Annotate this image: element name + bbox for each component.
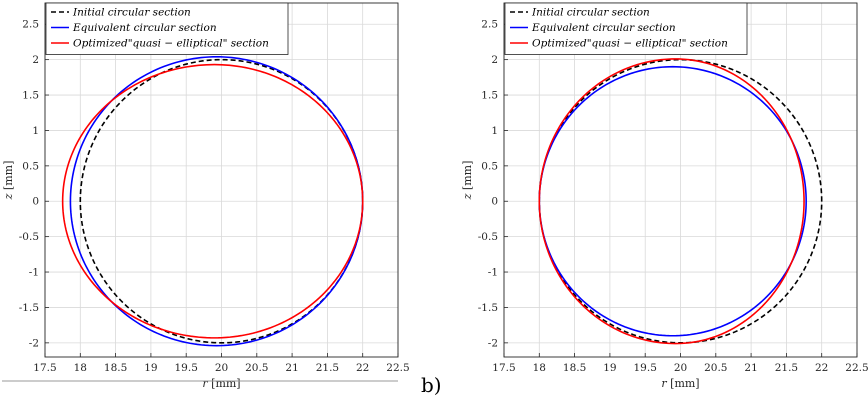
x-axis-label: r [mm]: [661, 377, 699, 390]
x-tick-label: 21: [285, 362, 298, 374]
x-tick-label: 19.5: [175, 362, 198, 374]
series-line-2: [69, 56, 364, 347]
legend: Initial circular section Equivalent circu…: [504, 2, 748, 55]
x-tick-label: 20.5: [245, 362, 268, 374]
y-tick-label: 2: [32, 54, 39, 66]
y-tick-label: -0.5: [478, 231, 498, 243]
x-tick-label: 19: [144, 362, 157, 374]
legend: Initial circular section Equivalent circu…: [45, 2, 289, 55]
legend-entry-1: Initial circular section: [72, 7, 191, 19]
y-axis-label: z [mm]: [2, 161, 15, 201]
x-tick-label: 19: [603, 362, 616, 374]
y-tick-label: 2: [491, 54, 498, 66]
y-tick-label: 2.5: [481, 19, 498, 31]
y-tick-label: 0.5: [22, 160, 39, 172]
x-tick-label: 17.5: [33, 362, 56, 374]
y-tick-label: -1.5: [478, 302, 498, 314]
y-tick-label: -2: [29, 337, 39, 349]
y-axis-label: z [mm]: [461, 161, 474, 201]
x-tick-label: 21.5: [316, 362, 339, 374]
x-tick-label: 22.5: [845, 362, 868, 374]
x-tick-label: 18.5: [563, 362, 586, 374]
x-tick-label: 19.5: [634, 362, 657, 374]
y-tick-label: -1.5: [19, 302, 39, 314]
x-tick-label: 21.5: [775, 362, 798, 374]
y-tick-label: 1: [491, 125, 498, 137]
y-tick-label: 0.5: [481, 160, 498, 172]
x-tick-label: 20: [215, 362, 228, 374]
y-tick-label: 0: [32, 196, 39, 208]
legend-entry-2: Equivalent circular section: [531, 22, 676, 34]
x-tick-label: 18: [74, 362, 87, 374]
x-tick-label: 20.5: [704, 362, 727, 374]
legend-entry-3: Optimized"quasi − elliptical" section: [73, 38, 269, 50]
x-axis-label: r [mm]: [202, 377, 240, 390]
x-tick-label: 18: [533, 362, 546, 374]
y-tick-label: 1.5: [481, 90, 498, 102]
x-tick-label: 22: [356, 362, 369, 374]
x-tick-label: 22: [815, 362, 828, 374]
x-tick-label: 17.5: [492, 362, 515, 374]
y-tick-label: -1: [29, 267, 39, 279]
legend-box: [45, 2, 289, 55]
series-line-3: [538, 58, 805, 345]
y-tick-label: 1: [32, 125, 39, 137]
y-tick-label: 1.5: [22, 90, 39, 102]
x-tick-label: 20: [674, 362, 687, 374]
y-tick-label: 2.5: [22, 19, 39, 31]
y-tick-label: 0: [491, 196, 498, 208]
legend-entry-3: Optimized"quasi − elliptical" section: [532, 38, 728, 50]
y-tick-label: -1: [488, 267, 498, 279]
x-tick-label: 18.5: [104, 362, 127, 374]
legend-entry-1: Initial circular section: [531, 7, 650, 19]
y-tick-label: -2: [488, 337, 498, 349]
x-tick-label: 21: [744, 362, 757, 374]
panel-a: 17.5 18 18.5 19 19.5 20 20.5 21 21.5 22 22.5-2-1.5…: [2, 2, 410, 390]
legend-box: [504, 2, 748, 55]
y-tick-label: -0.5: [19, 231, 39, 243]
panel-b: 17.5 18 18.5 19 19.5 20 20.5 21 21.5 22 22.5-2-1.5…: [461, 2, 868, 390]
series-line-3: [61, 63, 364, 339]
panel-b-letter: b): [421, 373, 442, 397]
legend-entry-2: Equivalent circular section: [72, 22, 217, 34]
x-tick-label: 22.5: [386, 362, 409, 374]
series-line-1: [79, 58, 364, 344]
